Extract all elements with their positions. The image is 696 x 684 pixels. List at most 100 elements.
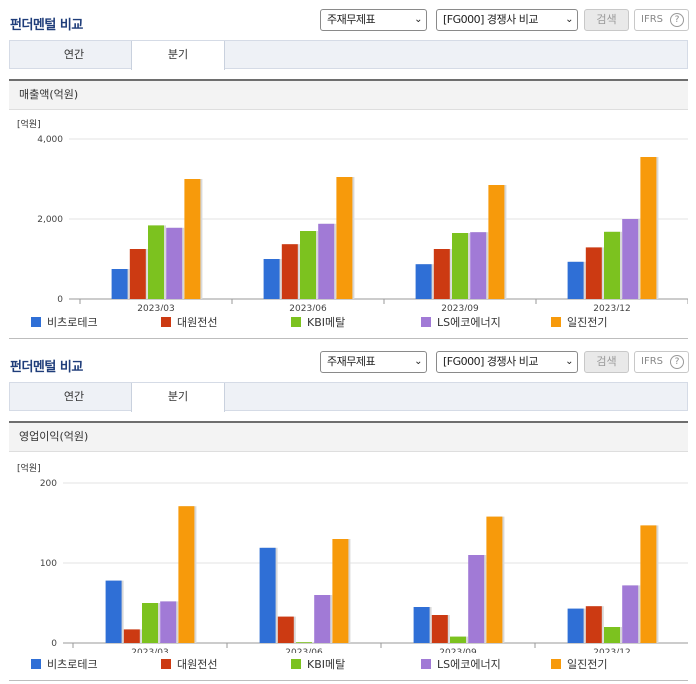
statement-select[interactable]: 주재무제표 ⌄: [320, 351, 427, 373]
x-tick-label: 2023/03: [131, 648, 168, 653]
y-tick-label: 0: [57, 295, 63, 305]
ifrs-help-button[interactable]: IFRS ?: [634, 351, 689, 373]
legend-item[interactable]: 대원전선: [161, 316, 217, 330]
bar: [178, 506, 195, 643]
search-button[interactable]: 검색: [584, 9, 629, 31]
tab-quarterly[interactable]: 분기: [131, 41, 225, 70]
bar: [567, 608, 584, 643]
legend-item[interactable]: 대원전선: [161, 658, 217, 672]
bar: [259, 547, 276, 643]
bar: [640, 157, 657, 299]
fundamental-section-revenue: 펀더멘털 비교 주재무제표 ⌄ [FG000] 경쟁사 비교 ⌄ 검색 IFRS…: [9, 9, 689, 339]
bar: [160, 601, 177, 643]
tab-annual[interactable]: 연간: [63, 390, 85, 403]
ifrs-label: IFRS: [641, 14, 663, 25]
bar: [129, 249, 146, 299]
bar: [263, 259, 280, 299]
panel-divider: [9, 338, 688, 339]
bar: [415, 264, 432, 299]
legend-swatch: [551, 317, 561, 327]
legend-item[interactable]: 비츠로테크: [31, 316, 98, 330]
bar: [332, 539, 349, 643]
legend-item[interactable]: 일진전기: [551, 316, 607, 330]
legend-swatch: [421, 317, 431, 327]
legend-item[interactable]: KBI메탈: [291, 316, 345, 330]
ifrs-help-button[interactable]: IFRS ?: [634, 9, 689, 31]
legend-swatch: [291, 317, 301, 327]
bar: [622, 219, 639, 299]
statement-select-value: 주재무제표: [327, 355, 376, 368]
bar: [468, 555, 485, 643]
chevron-down-icon: ⌄: [565, 356, 573, 367]
bar: [486, 516, 503, 643]
bar: [314, 595, 331, 643]
panel-divider: [9, 680, 688, 681]
compare-select[interactable]: [FG000] 경쟁사 비교 ⌄: [436, 9, 578, 31]
legend-item[interactable]: 일진전기: [551, 658, 607, 672]
y-tick-label: 100: [40, 559, 57, 569]
legend-label: 비츠로테크: [47, 316, 98, 329]
unit-label: [억원]: [17, 118, 41, 130]
bar: [433, 249, 450, 299]
bar: [470, 232, 487, 299]
ifrs-label: IFRS: [641, 356, 663, 367]
chevron-down-icon: ⌄: [414, 356, 422, 367]
legend-swatch: [31, 317, 41, 327]
chart-panel: 영업이익(억원) [억원] 0 100 200 2023/03 2023/06 2023/0…: [9, 421, 688, 681]
legend-swatch: [551, 659, 561, 669]
tab-quarterly[interactable]: 분기: [131, 383, 225, 412]
legend-swatch: [421, 659, 431, 669]
section-title: 펀더멘털 비교: [10, 360, 83, 375]
legend-item[interactable]: KBI메탈: [291, 658, 345, 672]
y-tick-label: 200: [40, 479, 57, 489]
legend-swatch: [161, 659, 171, 669]
metric-title: 영업이익(억원): [9, 423, 688, 452]
period-tabs: 연간 분기: [9, 382, 688, 412]
bar: [604, 627, 620, 643]
bar: [622, 585, 639, 643]
legend-item[interactable]: LS에코에너지: [421, 316, 501, 330]
bar: [585, 606, 602, 643]
y-tick-label: 0: [51, 639, 57, 649]
legend-label: KBI메탈: [307, 316, 346, 329]
legend-label: LS에코에너지: [437, 658, 501, 671]
bar: [336, 177, 353, 299]
x-tick-label: 2023/09: [441, 304, 479, 311]
y-tick-label: 2,000: [37, 215, 63, 225]
compare-select[interactable]: [FG000] 경쟁사 비교 ⌄: [436, 351, 578, 373]
period-tabs: 연간 분기: [9, 40, 688, 70]
bar: [300, 231, 316, 299]
legend-label: 비츠로테크: [47, 658, 98, 671]
legend-item[interactable]: LS에코에너지: [421, 658, 501, 672]
legend-item[interactable]: 비츠로테크: [31, 658, 98, 672]
bar: [585, 247, 602, 299]
compare-select-value: [FG000] 경쟁사 비교: [443, 13, 539, 26]
chevron-down-icon: ⌄: [414, 14, 422, 25]
y-tick-label: 4,000: [37, 135, 63, 145]
section-title: 펀더멘털 비교: [10, 18, 83, 33]
unit-label: [억원]: [17, 462, 41, 474]
statement-select[interactable]: 주재무제표 ⌄: [320, 9, 427, 31]
legend-label: KBI메탈: [307, 658, 346, 671]
bar: [318, 223, 335, 299]
operating-income-chart: [억원] 0 100 200 2023/03 2023/06 2023/09 2023/12: [17, 462, 688, 653]
legend-swatch: [291, 659, 301, 669]
legend-label: 대원전선: [177, 658, 218, 671]
bar: [450, 636, 466, 643]
tab-annual[interactable]: 연간: [63, 48, 85, 61]
chart-legend: 비츠로테크 대원전선 KBI메탈 LS에코에너지 일진전기: [9, 658, 688, 674]
bar: [413, 607, 430, 643]
chart-panel: 매출액(억원) [억원] 0 2,000 4,000 2023/03 2023/06 202…: [9, 79, 688, 339]
question-icon: ?: [670, 13, 684, 27]
x-tick-label: 2023/12: [593, 304, 630, 311]
legend-label: 일진전기: [567, 658, 608, 671]
x-tick-label: 2023/03: [137, 304, 174, 311]
statement-select-value: 주재무제표: [327, 13, 376, 26]
legend-label: 대원전선: [177, 316, 218, 329]
bar: [142, 603, 158, 643]
search-button[interactable]: 검색: [584, 351, 629, 373]
bar: [431, 615, 448, 643]
bar: [123, 629, 140, 643]
bar: [111, 269, 128, 299]
metric-title: 매출액(억원): [9, 81, 688, 110]
